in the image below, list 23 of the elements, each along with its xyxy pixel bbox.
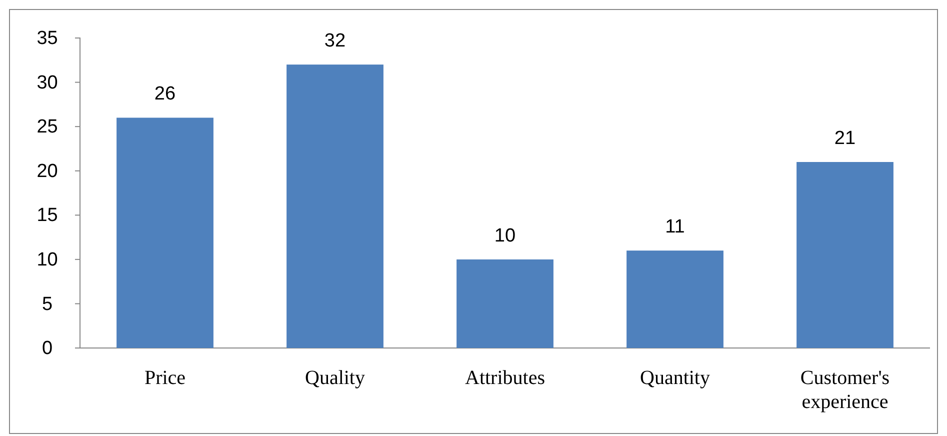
bar bbox=[626, 250, 724, 348]
y-tick-label: 10 bbox=[36, 250, 58, 271]
x-tick-label: Customer's experience bbox=[800, 367, 890, 414]
data-label: 21 bbox=[834, 128, 856, 149]
bar bbox=[796, 162, 894, 348]
y-tick-label: 5 bbox=[42, 294, 53, 315]
y-tick-label: 25 bbox=[36, 116, 58, 138]
y-tick-label: 15 bbox=[36, 205, 58, 226]
data-label: 11 bbox=[665, 216, 685, 238]
x-tick-label: Attributes bbox=[465, 367, 546, 390]
data-label: 32 bbox=[324, 30, 346, 52]
data-label: 10 bbox=[494, 225, 516, 246]
y-tick-label: 0 bbox=[42, 338, 53, 360]
x-tick-label: Quantity bbox=[640, 367, 710, 390]
bar bbox=[456, 259, 554, 348]
x-tick-label: Quality bbox=[305, 367, 365, 390]
bar bbox=[116, 118, 214, 348]
y-tick-label: 20 bbox=[36, 160, 58, 182]
y-tick-label: 35 bbox=[36, 28, 58, 50]
bar bbox=[286, 64, 384, 348]
x-tick-label: Price bbox=[144, 367, 186, 390]
data-label: 26 bbox=[154, 84, 176, 105]
y-tick-label: 30 bbox=[36, 72, 58, 94]
